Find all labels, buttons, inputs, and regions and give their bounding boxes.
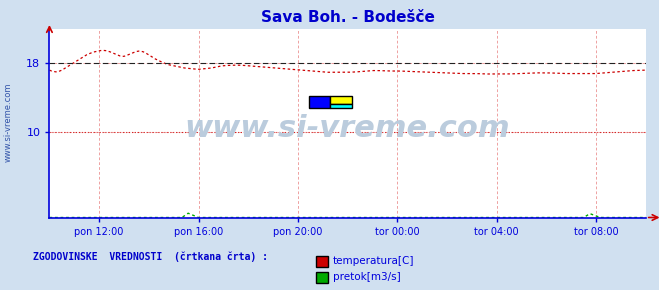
Text: temperatura[C]: temperatura[C] — [333, 256, 415, 266]
Title: Sava Boh. - Bodešče: Sava Boh. - Bodešče — [261, 10, 434, 25]
Text: www.si-vreme.com: www.si-vreme.com — [185, 114, 511, 144]
FancyBboxPatch shape — [309, 96, 330, 108]
Text: www.si-vreme.com: www.si-vreme.com — [3, 82, 13, 162]
FancyBboxPatch shape — [330, 104, 352, 108]
FancyBboxPatch shape — [330, 96, 352, 104]
Text: ZGODOVINSKE  VREDNOSTI  (črtkana črta) :: ZGODOVINSKE VREDNOSTI (črtkana črta) : — [33, 251, 268, 262]
Text: pretok[m3/s]: pretok[m3/s] — [333, 272, 401, 282]
